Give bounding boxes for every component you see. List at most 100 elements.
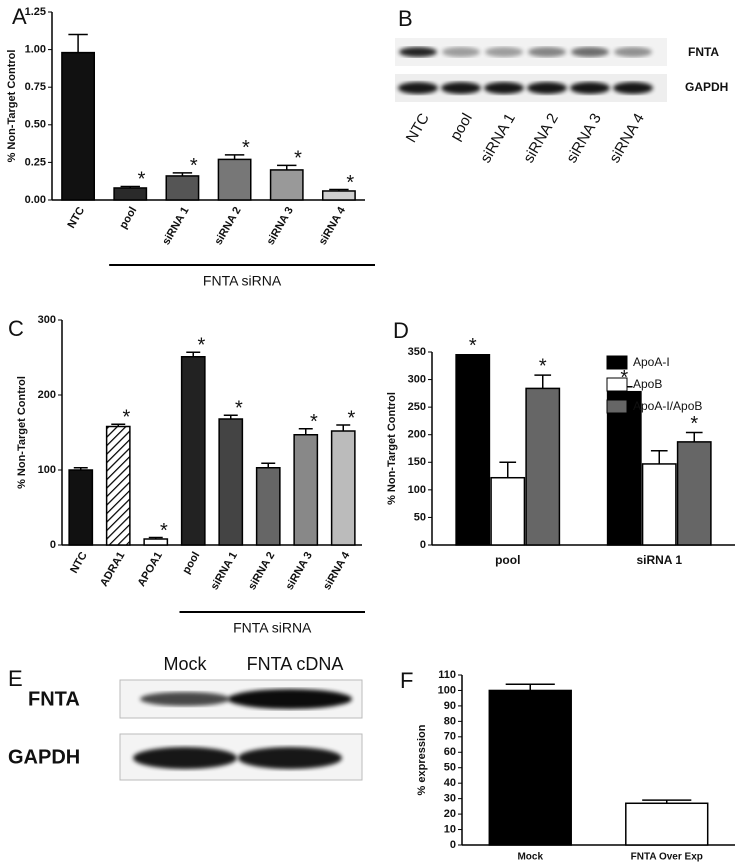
y-tick-label: 350 [408, 346, 426, 358]
y-tick-label: 60 [444, 746, 456, 758]
y-axis-label: % Non-Target Control [386, 392, 398, 505]
lane-label: siRNA 4 [606, 110, 648, 165]
bar [676, 441, 712, 546]
y-tick-label: 0 [420, 539, 426, 551]
significance-star: * [242, 137, 250, 159]
x-tick-label: FNTA Over Exp [631, 852, 703, 863]
x-tick-label: NTC [66, 205, 88, 231]
bar [165, 175, 200, 201]
significance-star: * [310, 411, 318, 433]
y-tick-label: 0.50 [25, 119, 46, 131]
x-tick-label: siRNA 4 [321, 549, 353, 592]
blot-band [527, 82, 567, 94]
significance-star: * [469, 335, 477, 357]
x-tick-label: ADRA1 [98, 550, 127, 589]
legend-label: ApoB [633, 377, 662, 391]
bar [180, 356, 206, 546]
bar [455, 354, 491, 546]
lane-label: siRNA 3 [563, 110, 605, 165]
x-tick-label: APOA1 [136, 550, 165, 589]
y-axis-label: % Non-Target Control [16, 376, 28, 489]
y-tick-label: 0.25 [25, 156, 46, 168]
row-label: FNTA [688, 45, 719, 59]
blot-band [133, 747, 237, 769]
significance-star: * [346, 172, 354, 194]
group-label: FNTA siRNA [203, 273, 282, 289]
y-tick-label: 250 [408, 401, 426, 413]
x-tick-label: pool [117, 205, 139, 231]
x-tick-label: siRNA 1 [209, 550, 240, 592]
blot-band [228, 689, 352, 709]
y-tick-label: 300 [38, 314, 56, 326]
legend-label: ApoA-I/ApoB [633, 399, 702, 413]
row-label: GAPDH [8, 746, 80, 768]
x-tick-label: NTC [68, 550, 90, 576]
y-tick-label: 200 [408, 429, 426, 441]
blot-band [238, 747, 342, 769]
lane-label: Mock [163, 654, 207, 674]
significance-star: * [294, 148, 302, 170]
blot-band [442, 47, 480, 57]
lane-label: FNTA cDNA [247, 654, 344, 674]
lane-label: pool [447, 110, 476, 143]
bar [269, 169, 304, 201]
bar [625, 802, 709, 846]
lane-label: NTC [403, 110, 433, 145]
bar [293, 434, 319, 546]
significance-star: * [160, 520, 168, 542]
y-tick-label: 110 [438, 669, 456, 681]
bar [255, 467, 281, 546]
y-tick-label: 80 [444, 715, 456, 727]
y-tick-label: 0 [50, 539, 56, 551]
row-label: FNTA [28, 688, 80, 710]
bar [218, 418, 244, 546]
significance-star: * [138, 169, 146, 191]
x-tick-label: siRNA 3 [265, 205, 296, 247]
significance-star: * [235, 398, 243, 420]
panel-letter: B [398, 6, 413, 31]
blot-band [613, 82, 653, 94]
y-tick-label: 0 [450, 839, 456, 851]
y-tick-label: 50 [444, 762, 456, 774]
blot-band [485, 47, 523, 57]
significance-star: * [690, 413, 698, 435]
bar [525, 387, 561, 546]
y-tick-label: 10 [444, 823, 456, 835]
x-tick-label: Mock [517, 852, 543, 863]
y-tick-label: 100 [438, 684, 456, 696]
lane-label: siRNA 2 [520, 110, 562, 165]
bar [105, 425, 131, 546]
blot-band [614, 47, 652, 57]
panel-letter: A [12, 4, 27, 29]
legend-swatch [606, 355, 628, 370]
legend-swatch [606, 399, 628, 414]
panel-letter: F [400, 668, 413, 693]
blot-band [570, 82, 610, 94]
y-tick-label: 30 [444, 793, 456, 805]
significance-star: * [122, 407, 130, 429]
y-tick-label: 150 [408, 456, 426, 468]
blot-band [484, 82, 524, 94]
x-tick-label: siRNA 1 [160, 205, 191, 247]
x-tick-label: siRNA 2 [246, 550, 277, 592]
bar [217, 158, 252, 201]
blot-band [140, 692, 230, 706]
significance-star: * [539, 355, 547, 377]
x-tick-label: siRNA 3 [284, 550, 315, 592]
blot-band [441, 82, 481, 94]
bar [61, 51, 96, 201]
y-tick-label: 1.00 [25, 44, 46, 56]
panel-letter: E [8, 666, 23, 691]
legend-swatch [606, 377, 628, 392]
y-tick-label: 90 [444, 700, 456, 712]
panel-letter: D [393, 318, 409, 343]
y-axis-label: % expression [416, 724, 428, 795]
blot-band [398, 82, 438, 94]
bar [606, 390, 642, 546]
blot-band [528, 47, 566, 57]
bar [490, 476, 526, 546]
bar [641, 463, 677, 546]
lane-label: siRNA 1 [477, 110, 519, 165]
row-label: GAPDH [685, 80, 728, 94]
